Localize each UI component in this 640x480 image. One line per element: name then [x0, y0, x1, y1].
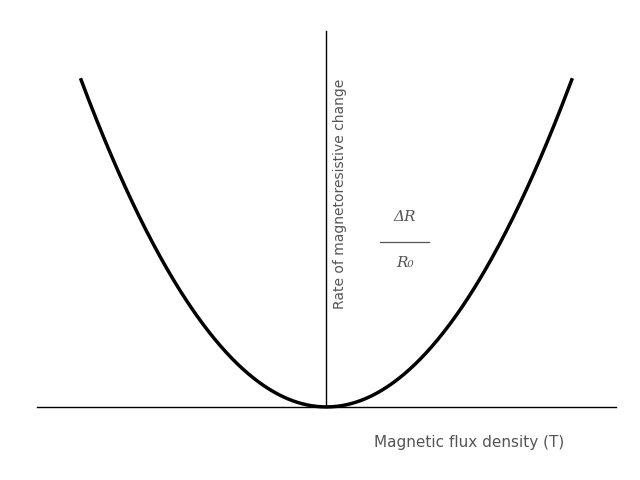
Text: Rate of magnetoresistive change: Rate of magnetoresistive change: [333, 79, 346, 310]
Text: Magnetic flux density (T): Magnetic flux density (T): [374, 435, 564, 450]
Text: R₀: R₀: [396, 256, 413, 270]
Text: ΔR: ΔR: [394, 210, 416, 224]
